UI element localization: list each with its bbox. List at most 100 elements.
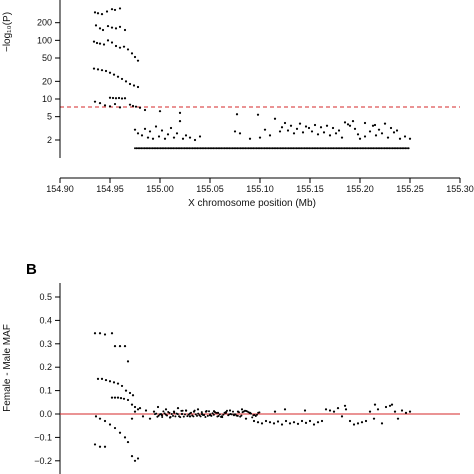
- panel-a-baseline-point: [234, 147, 237, 150]
- panel-a-baseline-point: [193, 147, 196, 150]
- panel-a-baseline-point: [199, 147, 202, 150]
- panel-a-baseline-point: [329, 147, 332, 150]
- panel-a-point: [110, 8, 114, 11]
- panel-a-baseline-point: [138, 147, 141, 150]
- panel-a-point: [166, 133, 170, 136]
- panel-a-baseline-point: [364, 147, 367, 150]
- panel-a-point: [110, 41, 114, 44]
- panel-a-point: [96, 12, 100, 15]
- panel-a-point: [316, 133, 320, 136]
- panel-b-band-point: [194, 413, 197, 416]
- panel-a-y-tick-label: 100: [37, 35, 52, 45]
- panel-a-baseline-point: [356, 147, 359, 150]
- panel-a-baseline-point: [303, 147, 306, 150]
- panel-b-point: [130, 455, 134, 458]
- panel-a-baseline-point: [134, 147, 136, 150]
- panel-a-y-axis-title: −log₁₀(P): [2, 12, 13, 52]
- panel-a-baseline-point: [198, 147, 200, 150]
- panel-b-point: [268, 421, 272, 424]
- panel-a-point: [114, 44, 118, 48]
- panel-b-point: [256, 421, 260, 424]
- panel-a-point: [98, 42, 102, 45]
- panel-a-point: [198, 135, 202, 138]
- panel-a-baseline-point: [319, 147, 322, 150]
- panel-a-baseline-point: [150, 147, 152, 150]
- panel-b-band-point: [234, 413, 237, 416]
- panel-b-y-tick-label: 0.5: [39, 292, 52, 302]
- panel-b-band-point: [206, 414, 209, 417]
- panel-b-point: [180, 412, 184, 416]
- panel-b-point: [388, 404, 392, 407]
- panel-b-point: [283, 408, 287, 411]
- panel-b-band-point: [209, 413, 212, 416]
- panel-a-point: [258, 136, 262, 139]
- panel-b-point: [304, 421, 308, 424]
- panel-a-point: [108, 96, 112, 99]
- panel-a-x-tick-label: 155.20: [346, 184, 374, 194]
- panel-b-band-point: [176, 413, 179, 416]
- panel-a-baseline-point: [316, 147, 319, 150]
- panel-a-baseline-point: [289, 147, 292, 150]
- panel-a-point: [395, 129, 399, 132]
- panel-b-y-tick-label: 0.1: [39, 386, 52, 396]
- panel-b-point: [124, 389, 128, 392]
- panel-b-point: [292, 421, 296, 424]
- panel-a-point: [95, 41, 99, 45]
- panel-a-baseline-point: [142, 147, 144, 150]
- panel-a-baseline-point: [191, 147, 194, 150]
- panel-b-point: [312, 423, 316, 426]
- panel-a-baseline-point: [266, 147, 269, 150]
- panel-b-point: [344, 408, 348, 411]
- panel-a-point: [130, 52, 134, 55]
- panel-a-point: [358, 137, 362, 140]
- panel-b-point: [133, 410, 137, 413]
- panel-a-point: [286, 129, 290, 132]
- panel-b-point: [98, 332, 102, 335]
- panel-b-point: [94, 415, 98, 418]
- panel-a-point: [310, 130, 314, 133]
- panel-b-point: [284, 419, 288, 423]
- panel-a-point: [93, 11, 97, 14]
- panel-a-point: [363, 135, 367, 138]
- panel-a-point: [298, 122, 302, 125]
- panel-b-y-tick-label: 0.2: [39, 362, 52, 372]
- panel-a-baseline-point: [369, 147, 372, 150]
- panel-a-point: [92, 67, 96, 70]
- panel-a-point: [118, 7, 122, 10]
- panel-a-baseline-point: [140, 147, 143, 150]
- panel-a-baseline-point: [212, 147, 215, 150]
- panel-b-band-point: [211, 412, 214, 415]
- panel-a-x-tick-label: 155.05: [196, 184, 224, 194]
- panel-a-baseline-point: [230, 147, 232, 150]
- panel-a-baseline-point: [308, 147, 311, 150]
- panel-a-baseline-point: [185, 147, 188, 150]
- panel-b-y-tick-label: 0.3: [39, 339, 52, 349]
- panel-b-band-point: [200, 411, 203, 414]
- panel-a-baseline-point: [388, 147, 391, 150]
- panel-a-point: [118, 106, 122, 109]
- panel-a-baseline-point: [175, 147, 178, 150]
- panel-a-baseline-point: [214, 147, 216, 150]
- panel-a-baseline-point: [254, 147, 256, 150]
- panel-a-baseline-point: [313, 147, 316, 150]
- panel-a-baseline-point: [324, 147, 327, 150]
- panel-a-point: [163, 137, 167, 140]
- panel-a-point: [374, 134, 378, 137]
- panel-a-baseline-point: [169, 147, 172, 150]
- panel-a-point: [373, 123, 377, 127]
- panel-a-point: [136, 59, 140, 62]
- panel-a-baseline-point: [236, 147, 239, 150]
- panel-b-point: [356, 422, 360, 425]
- panel-b-point: [400, 409, 404, 412]
- panel-b-point: [164, 408, 168, 411]
- panel-b-band-point: [173, 411, 176, 414]
- panel-b-band-point: [192, 415, 195, 418]
- panel-a-point: [346, 123, 350, 126]
- panel-b-band-point: [251, 416, 254, 419]
- panel-a-baseline-point: [170, 147, 173, 150]
- panel-b-point: [373, 403, 377, 406]
- panel-a-baseline-point: [391, 147, 394, 150]
- panel-a-point: [356, 133, 360, 136]
- panel-a-point: [100, 13, 104, 16]
